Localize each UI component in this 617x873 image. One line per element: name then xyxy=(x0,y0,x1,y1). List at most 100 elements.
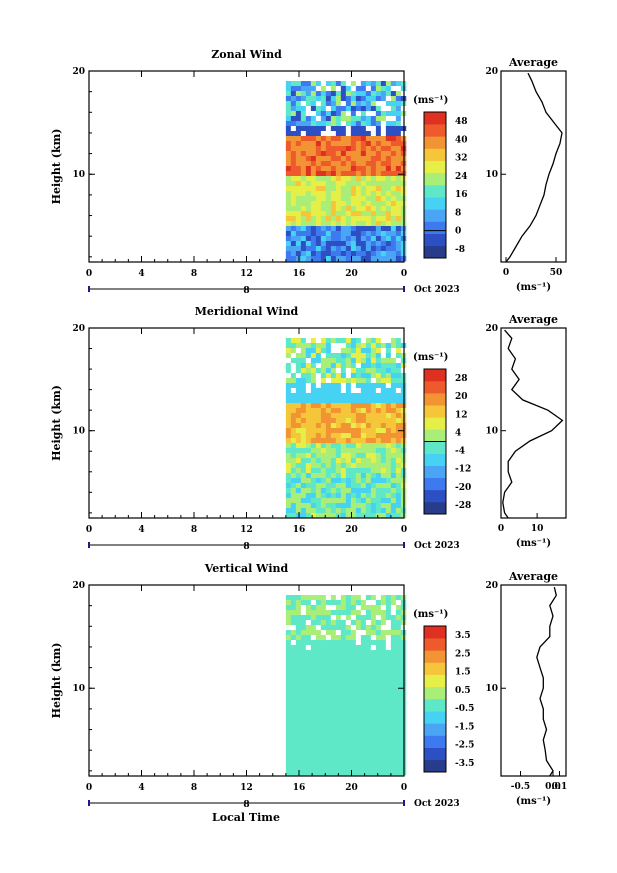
heatmap-cell xyxy=(310,503,317,509)
heatmap-cell xyxy=(350,443,357,449)
heatmap-cell xyxy=(375,498,382,504)
heatmap-cell xyxy=(375,600,382,606)
average-x-tick-label: 0 xyxy=(498,524,504,534)
heatmap-cell xyxy=(375,116,382,122)
heatmap-cell xyxy=(300,765,307,771)
heatmap-cell xyxy=(300,665,307,671)
heatmap-cell xyxy=(375,428,382,434)
heatmap-cell xyxy=(310,690,317,696)
heatmap-cell xyxy=(365,680,372,686)
heatmap-cell xyxy=(320,358,327,364)
heatmap-cell xyxy=(325,363,332,369)
heatmap-cell xyxy=(300,720,307,726)
heatmap-cell xyxy=(305,388,312,394)
heatmap-cell xyxy=(360,660,367,666)
heatmap-cell xyxy=(375,91,382,97)
heatmap-cell xyxy=(340,625,347,631)
heatmap-cell xyxy=(385,111,392,117)
heatmap-cell xyxy=(315,625,322,631)
heatmap-cell xyxy=(310,448,317,454)
colorbar-segment xyxy=(424,674,446,688)
heatmap-cell xyxy=(320,161,327,167)
heatmap-cell xyxy=(345,221,352,227)
x-tick-label: 12 xyxy=(240,269,253,279)
heatmap-cell xyxy=(340,615,347,621)
heatmap-cell xyxy=(365,126,372,132)
heatmap-cell xyxy=(315,433,322,439)
heatmap-cell xyxy=(295,493,302,499)
heatmap-cell xyxy=(395,358,402,364)
heatmap-cell xyxy=(320,403,327,409)
heatmap-cell xyxy=(295,503,302,509)
heatmap-cell xyxy=(350,206,357,212)
heatmap-cell xyxy=(370,241,377,247)
heatmap-cell xyxy=(380,358,387,364)
heatmap-cell xyxy=(295,141,302,147)
heatmap-cell xyxy=(305,478,312,484)
heatmap-cell xyxy=(325,660,332,666)
heatmap-cell xyxy=(305,453,312,459)
heatmap-cell xyxy=(335,710,342,716)
heatmap-cell xyxy=(335,353,342,359)
heatmap-cell xyxy=(290,393,297,399)
heatmap-cell xyxy=(300,161,307,167)
heatmap-cell xyxy=(305,408,312,414)
heatmap-cell xyxy=(375,595,382,601)
heatmap-cell xyxy=(390,710,397,716)
heatmap-cell xyxy=(310,473,317,479)
heatmap-cell xyxy=(290,438,297,444)
heatmap-cell xyxy=(330,166,337,172)
heatmap-cell xyxy=(340,136,347,142)
heatmap-cell xyxy=(300,710,307,716)
heatmap-cell xyxy=(310,453,317,459)
heatmap-cell xyxy=(375,181,382,187)
heatmap-cell xyxy=(325,161,332,167)
heatmap-cell xyxy=(390,640,397,646)
heatmap-cell xyxy=(345,730,352,736)
heatmap-cell xyxy=(310,196,317,202)
heatmap-cell xyxy=(305,710,312,716)
heatmap-cell xyxy=(305,705,312,711)
heatmap-cell xyxy=(300,201,307,207)
y-axis-label: Height (km) xyxy=(50,643,63,719)
heatmap-cell xyxy=(350,615,357,621)
heatmap-cell xyxy=(395,433,402,439)
heatmap-cell xyxy=(350,221,357,227)
heatmap-cell xyxy=(335,368,342,374)
heatmap-cell xyxy=(370,755,377,761)
heatmap-cell xyxy=(310,635,317,641)
heatmap-cell xyxy=(330,226,337,232)
heatmap-cell xyxy=(340,478,347,484)
heatmap-cell xyxy=(305,358,312,364)
heatmap-cell xyxy=(385,433,392,439)
heatmap-cell xyxy=(365,161,372,167)
heatmap-cell xyxy=(395,685,402,691)
heatmap-cell xyxy=(330,650,337,656)
heatmap-cell xyxy=(345,251,352,257)
heatmap-cell xyxy=(320,665,327,671)
heatmap-cell xyxy=(310,413,317,419)
heatmap-cell xyxy=(350,690,357,696)
heatmap-cell xyxy=(305,151,312,157)
heatmap-cell xyxy=(380,141,387,147)
heatmap-cell xyxy=(330,770,337,776)
heatmap-cell xyxy=(385,620,392,626)
heatmap-cell xyxy=(315,388,322,394)
heatmap-cell xyxy=(395,246,402,252)
heatmap-cell xyxy=(285,615,292,621)
heatmap-cell xyxy=(285,700,292,706)
heatmap-cell xyxy=(350,720,357,726)
heatmap-cell xyxy=(375,508,382,514)
heatmap-cell xyxy=(390,595,397,601)
heatmap-cell xyxy=(370,413,377,419)
heatmap-cell xyxy=(295,725,302,731)
heatmap-cell xyxy=(295,600,302,606)
heatmap-cell xyxy=(305,468,312,474)
average-unit-label: (ms⁻¹) xyxy=(516,796,551,807)
heatmap-cell xyxy=(290,353,297,359)
heatmap-cell xyxy=(305,473,312,479)
heatmap-cell xyxy=(365,458,372,464)
heatmap-cell xyxy=(370,463,377,469)
heatmap-cell xyxy=(350,156,357,162)
heatmap-cell xyxy=(350,241,357,247)
